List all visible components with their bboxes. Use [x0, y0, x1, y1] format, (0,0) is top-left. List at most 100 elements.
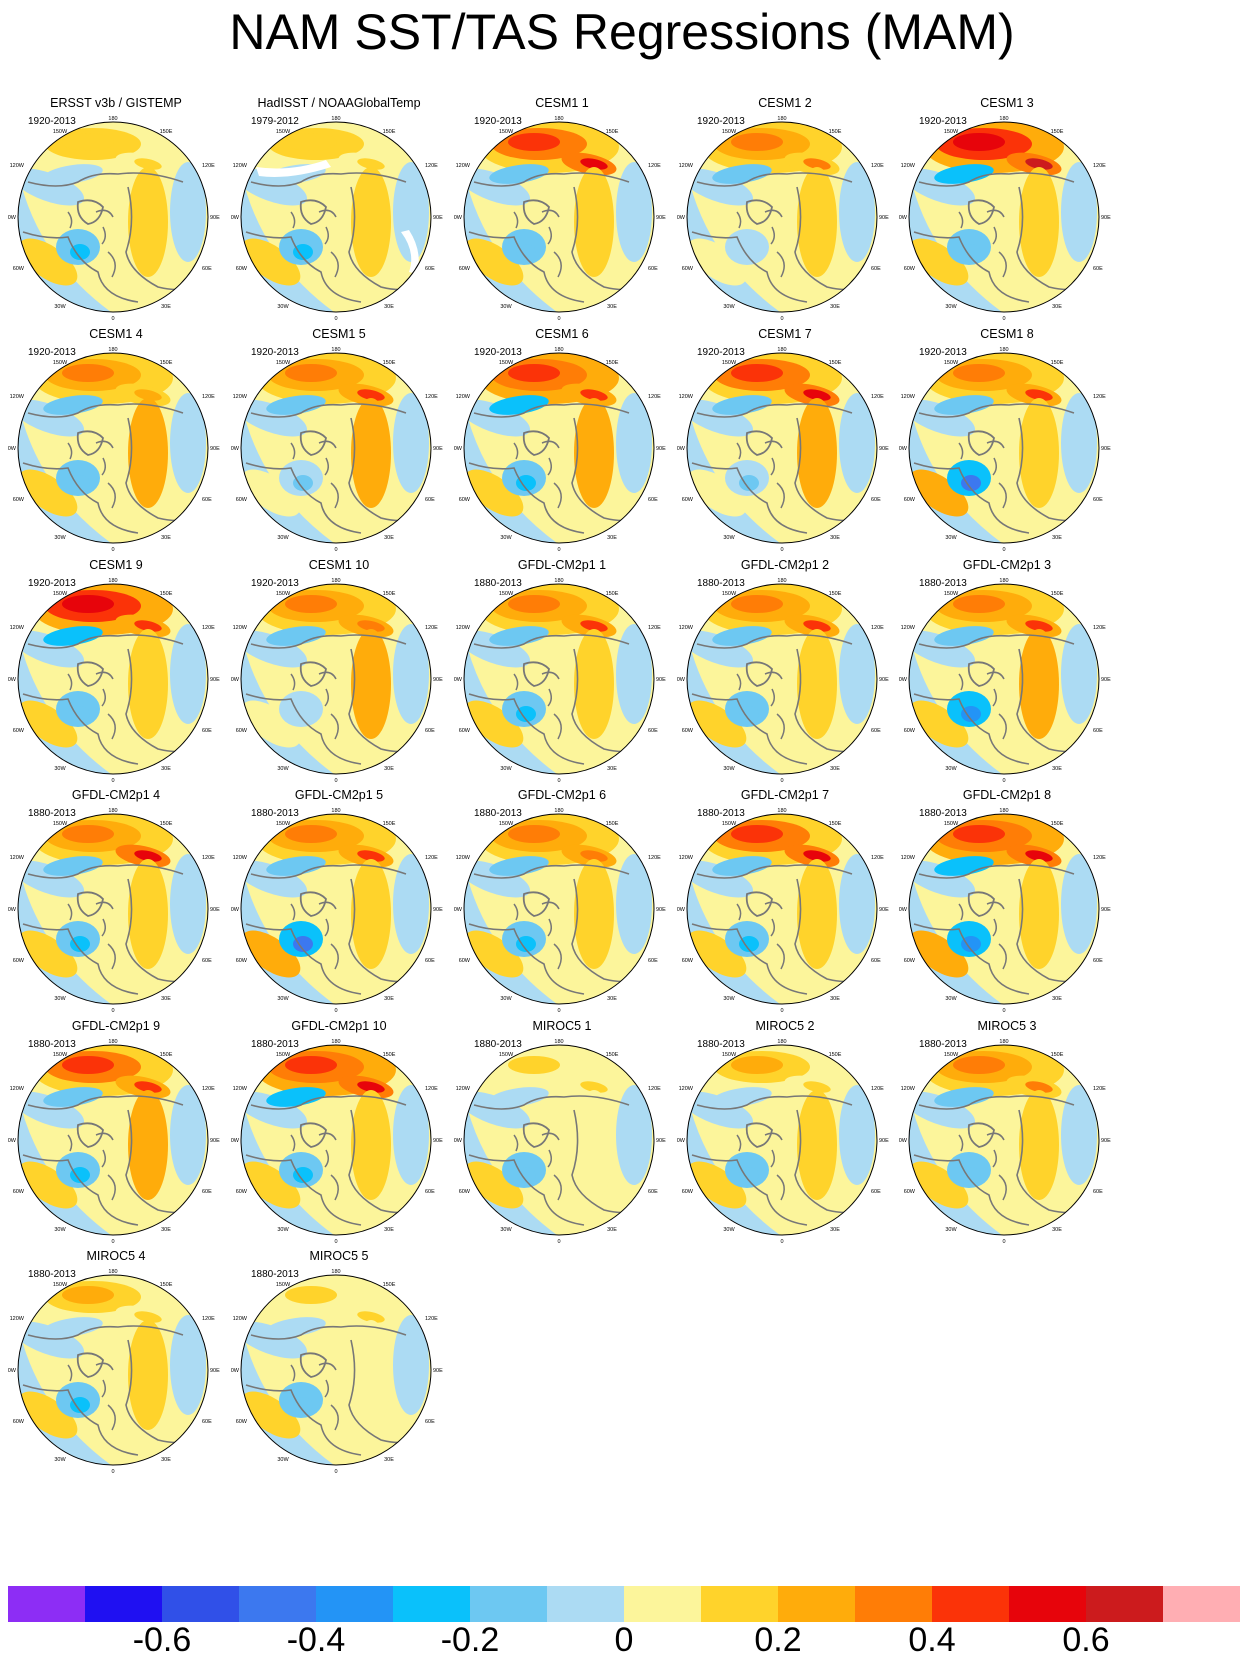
longitude-label: 150W: [53, 129, 68, 135]
polar-map: 180 0 90W 90E 150W 150E 120W 120E 60W 60E 30W 30E: [231, 116, 443, 322]
longitude-label: 150E: [383, 360, 396, 366]
colorbar-swatch: [8, 1586, 85, 1622]
longitude-label: 150E: [160, 360, 173, 366]
longitude-label: 180: [777, 808, 786, 814]
longitude-label: 180: [554, 578, 563, 584]
colorbar-swatch: [85, 1586, 162, 1622]
longitude-label: 120E: [425, 1316, 438, 1322]
longitude-label: 60W: [236, 1189, 248, 1195]
longitude-label: 120W: [456, 855, 471, 861]
longitude-label: 60E: [425, 1189, 435, 1195]
longitude-label: 60E: [648, 266, 658, 272]
longitude-label: 120E: [648, 163, 661, 169]
panel-title: MIROC5 4: [86, 1249, 146, 1263]
panel-title: CESM1 2: [758, 96, 812, 110]
longitude-label: 30W: [723, 1227, 735, 1233]
panel-period: 1920-2013: [919, 116, 967, 127]
longitude-label: 90W: [8, 907, 17, 913]
longitude-label: 150E: [160, 1282, 173, 1288]
longitude-label: 0: [111, 1469, 114, 1475]
longitude-label: 30W: [723, 996, 735, 1002]
longitude-label: 90W: [454, 446, 463, 452]
longitude-label: 120W: [10, 163, 25, 169]
longitude-label: 90W: [899, 907, 908, 913]
longitude-label: 120W: [901, 625, 916, 631]
longitude-label: 60W: [904, 958, 916, 964]
polar-map: 180 0 90W 90E 150W 150E 120W 120E 60W 60E 30W 30E: [454, 808, 666, 1014]
longitude-label: 90W: [677, 907, 686, 913]
longitude-label: 90E: [879, 446, 889, 452]
colorbar-swatch: [855, 1586, 932, 1622]
longitude-label: 90W: [677, 446, 686, 452]
longitude-label: 150W: [276, 1052, 291, 1058]
polar-map: 180 0 90W 90E 150W 150E 120W 120E 60W 60E 30W 30E: [454, 1039, 666, 1245]
longitude-label: 120W: [456, 625, 471, 631]
longitude-label: 180: [554, 347, 563, 353]
longitude-label: 60E: [1093, 497, 1103, 503]
panel-title: GFDL-CM2p1 3: [962, 558, 1052, 572]
longitude-label: 30E: [1052, 996, 1062, 1002]
longitude-label: 0: [334, 1469, 337, 1475]
longitude-label: 90W: [454, 677, 463, 683]
longitude-label: 90E: [656, 907, 666, 913]
longitude-label: 90W: [8, 1368, 17, 1374]
panel-title: MIROC5 2: [755, 1019, 815, 1033]
longitude-label: 90W: [677, 215, 686, 221]
longitude-label: 0: [557, 547, 560, 553]
longitude-label: 0: [780, 778, 783, 784]
colorbar-swatch: [701, 1586, 778, 1622]
colorbar-swatch: [1086, 1586, 1163, 1622]
longitude-label: 150W: [944, 360, 959, 366]
longitude-label: 180: [331, 578, 340, 584]
colorbar: [8, 1586, 1240, 1622]
longitude-label: 90W: [8, 677, 17, 683]
longitude-label: 90W: [677, 1138, 686, 1144]
map-panel: MIROC5 41880-2013180090W90E150W150E120W1…: [8, 1245, 244, 1475]
longitude-label: 180: [777, 1039, 786, 1045]
panel-period: 1880-2013: [251, 1269, 299, 1280]
longitude-label: 150W: [276, 1282, 291, 1288]
panel-period: 1880-2013: [919, 578, 967, 589]
longitude-label: 0: [780, 1008, 783, 1014]
colorbar-tick-label: -0.4: [286, 1621, 346, 1659]
longitude-label: 0: [557, 1239, 560, 1245]
longitude-label: 60W: [236, 728, 248, 734]
longitude-label: 60E: [648, 497, 658, 503]
longitude-label: 150E: [606, 821, 619, 827]
panel-period: 1880-2013: [919, 1039, 967, 1050]
longitude-label: 120E: [1093, 855, 1106, 861]
longitude-label: 60W: [682, 266, 694, 272]
longitude-label: 60E: [871, 958, 881, 964]
longitude-label: 30W: [945, 1227, 957, 1233]
longitude-label: 0: [111, 547, 114, 553]
colorbar-swatch: [1163, 1586, 1240, 1622]
longitude-label: 150W: [276, 360, 291, 366]
longitude-label: 120W: [679, 1086, 694, 1092]
longitude-label: 30E: [607, 1227, 617, 1233]
longitude-label: 60W: [904, 728, 916, 734]
panel-title: GFDL-CM2p1 4: [71, 788, 161, 802]
longitude-label: 60E: [871, 728, 881, 734]
longitude-label: 120E: [648, 1086, 661, 1092]
longitude-label: 120E: [202, 625, 215, 631]
map-panel: CESM1 2 1920-2013 180 0 90W 90E 150W 150E 120W 12…: [677, 92, 913, 322]
longitude-label: 30E: [607, 766, 617, 772]
longitude-label: 150W: [499, 360, 514, 366]
panel-title: CESM1 10: [308, 558, 370, 572]
longitude-label: 150E: [383, 591, 396, 597]
longitude-label: 150E: [383, 129, 396, 135]
polar-map: 180 0 90W 90E 150W 150E 120W 120E 60W 60E 30W 30E: [677, 578, 889, 784]
longitude-label: 120W: [901, 394, 916, 400]
longitude-label: 90W: [454, 907, 463, 913]
panel-title: MIROC5 3: [977, 1019, 1037, 1033]
longitude-label: 30W: [277, 1457, 289, 1463]
longitude-label: 90E: [879, 215, 889, 221]
longitude-label: 90E: [210, 677, 220, 683]
polar-map: 180 0 90W 90E 150W 150E 120W 120E 60W 60E 30W 30E: [8, 578, 220, 784]
panel-period: 1920-2013: [251, 347, 299, 358]
longitude-label: 0: [1002, 1239, 1005, 1245]
longitude-label: 150W: [53, 821, 68, 827]
panel-title: GFDL-CM2p1 8: [962, 788, 1052, 802]
panel-period: 1880-2013: [697, 1039, 745, 1050]
colorbar-swatch: [316, 1586, 393, 1622]
